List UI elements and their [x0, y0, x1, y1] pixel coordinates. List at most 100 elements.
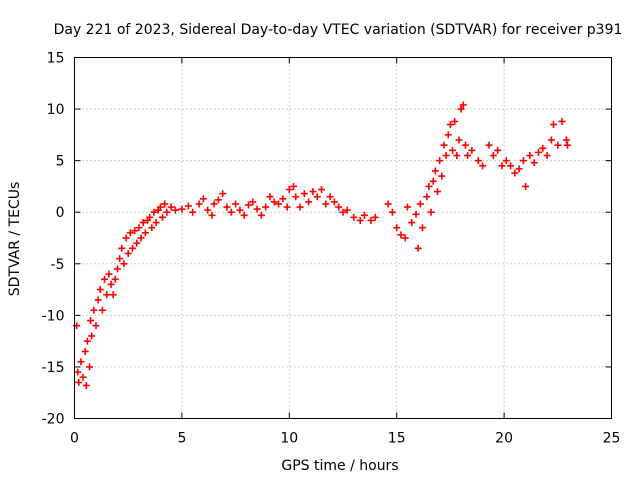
x-tick-label: 10: [280, 431, 298, 447]
data-point: [539, 144, 547, 152]
data-point: [107, 280, 115, 288]
y-tick-label: -10: [42, 308, 65, 324]
data-point: [81, 347, 89, 355]
data-point: [131, 227, 139, 235]
data-point: [425, 182, 433, 190]
data-point: [543, 151, 551, 159]
data-point: [208, 211, 216, 219]
data-point: [526, 151, 534, 159]
data-point: [171, 206, 179, 214]
data-point: [94, 296, 102, 304]
data-point: [82, 381, 90, 389]
data-point: [199, 195, 207, 203]
data-point: [343, 206, 351, 214]
data-point: [356, 216, 364, 224]
data-point: [459, 101, 467, 109]
data-point: [87, 317, 95, 325]
data-point: [558, 117, 566, 125]
data-point: [438, 172, 446, 180]
data-point: [152, 219, 160, 227]
y-tick-label: -5: [51, 257, 65, 273]
data-point: [167, 203, 175, 211]
data-point: [262, 203, 270, 211]
data-point: [397, 231, 405, 239]
data-point: [393, 224, 401, 232]
data-point: [522, 182, 530, 190]
x-tick-label: 15: [388, 431, 406, 447]
data-point: [429, 177, 437, 185]
y-tick-label: -20: [42, 412, 65, 428]
data-points: [73, 101, 571, 389]
data-point: [92, 322, 100, 330]
data-point: [446, 121, 454, 129]
data-point: [502, 157, 510, 165]
data-point: [124, 249, 132, 257]
data-point: [105, 270, 113, 278]
data-point: [434, 188, 442, 196]
data-point: [440, 141, 448, 149]
data-point: [122, 234, 130, 242]
data-point: [96, 286, 104, 294]
data-point: [453, 151, 461, 159]
data-point: [296, 203, 304, 211]
data-point: [511, 169, 519, 177]
data-point: [148, 224, 156, 232]
y-tick-label: 15: [47, 51, 65, 67]
data-point: [330, 198, 338, 206]
data-point: [146, 213, 154, 221]
data-point: [485, 141, 493, 149]
data-point: [339, 208, 347, 216]
data-point: [111, 275, 119, 283]
x-tick-label: 0: [70, 431, 79, 447]
data-point: [116, 255, 124, 263]
data-point: [449, 146, 457, 154]
data-point: [133, 239, 141, 247]
y-tick-label: 10: [47, 102, 65, 118]
data-point: [285, 186, 293, 194]
data-point: [371, 213, 379, 221]
data-point: [163, 208, 171, 216]
axis-ticks: 0 5 10 15 20 25 -20 -15 -10 -5 0 5 10 15: [42, 51, 621, 447]
data-point: [534, 148, 542, 156]
x-tick-label: 20: [495, 431, 513, 447]
data-point: [412, 210, 420, 218]
grid-lines: [74, 57, 612, 419]
data-point: [139, 219, 147, 227]
data-point: [253, 205, 261, 213]
data-point: [283, 203, 291, 211]
data-point: [204, 206, 212, 214]
data-point: [423, 193, 431, 201]
data-point: [451, 117, 459, 125]
data-point: [126, 229, 134, 237]
data-point: [90, 306, 98, 314]
data-point: [461, 141, 469, 149]
data-point: [444, 131, 452, 139]
data-point: [244, 201, 252, 209]
data-point: [290, 182, 298, 190]
data-point: [120, 260, 128, 268]
data-point: [436, 157, 444, 165]
data-point: [210, 200, 218, 208]
data-point: [103, 291, 111, 299]
data-point: [457, 105, 465, 113]
data-point: [563, 141, 571, 149]
data-point: [141, 229, 149, 237]
data-point: [118, 244, 126, 252]
data-point: [384, 200, 392, 208]
y-tick-label: -15: [42, 360, 65, 376]
data-point: [479, 162, 487, 170]
data-point: [270, 198, 278, 206]
data-point: [223, 203, 231, 211]
data-point: [367, 216, 375, 224]
data-point: [75, 378, 83, 386]
data-point: [498, 162, 506, 170]
data-point: [494, 146, 502, 154]
data-point: [313, 193, 321, 201]
data-point: [550, 121, 558, 129]
data-point: [249, 198, 257, 206]
data-point: [137, 234, 145, 242]
data-point: [427, 208, 435, 216]
chart-title: Day 221 of 2023, Sidereal Day-to-day VTE…: [54, 22, 623, 38]
x-tick-label: 5: [177, 431, 186, 447]
data-point: [309, 188, 317, 196]
